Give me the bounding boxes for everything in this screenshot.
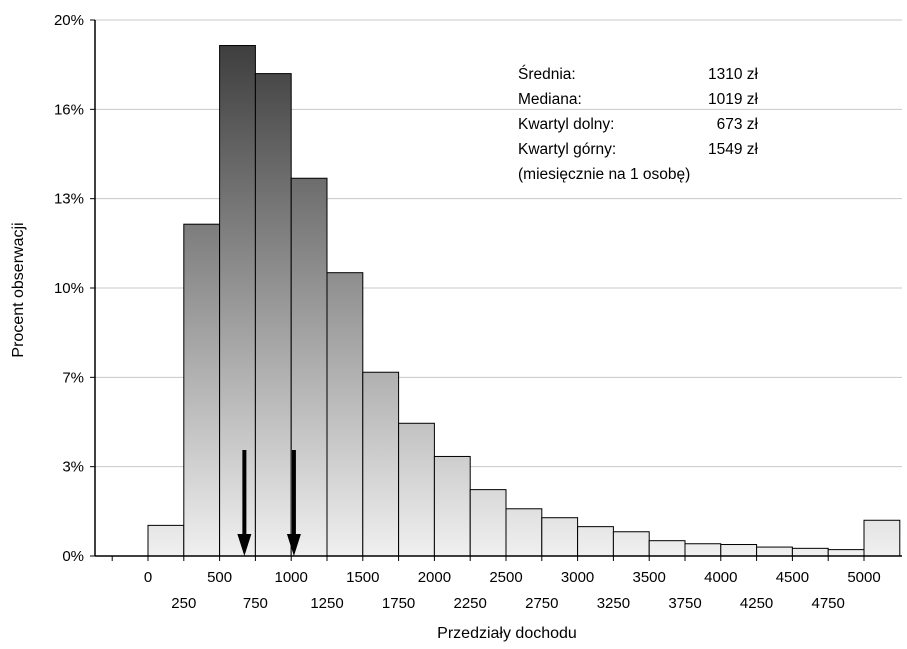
- x-tick-label: 2250: [454, 595, 487, 612]
- x-tick-label: 500: [207, 569, 232, 586]
- stat-label: Kwartyl górny:: [518, 141, 616, 158]
- x-tick-label: 4750: [812, 595, 845, 612]
- x-tick-label: 3500: [633, 569, 666, 586]
- arrow-head: [237, 534, 252, 556]
- quartile-markers: [237, 450, 301, 556]
- x-tick-label: 3250: [597, 595, 630, 612]
- x-tick-label: 4000: [704, 569, 737, 586]
- stat-label: Mediana:: [518, 91, 582, 108]
- histogram-bar: [469, 489, 507, 557]
- bars: [147, 45, 901, 557]
- histogram-bar: [433, 455, 471, 557]
- histogram-bar: [398, 422, 435, 557]
- x-tick-label: 0: [144, 569, 152, 586]
- histogram-bar: [577, 526, 614, 557]
- y-tick-label: 10%: [54, 280, 84, 297]
- arrow-head: [286, 534, 301, 556]
- x-tick-label: 1250: [310, 595, 343, 612]
- y-tick-label: 7%: [62, 369, 84, 386]
- x-tick-label: 250: [171, 595, 196, 612]
- histogram-bar: [326, 272, 364, 557]
- histogram-bar: [612, 531, 650, 557]
- stat-label: Średnia:: [518, 65, 576, 83]
- y-axis-ticks: 0% 3% 7% 10% 13% 16% 20%: [54, 12, 95, 565]
- histogram-bar: [648, 540, 686, 557]
- histogram-bar: [362, 371, 400, 557]
- stat-label: Kwartyl dolny:: [518, 116, 614, 133]
- histogram-bar: [720, 544, 758, 557]
- histogram-bar: [147, 524, 185, 557]
- x-tick-label: 750: [243, 595, 268, 612]
- histogram-bar: [756, 546, 793, 557]
- x-tick-label: 5000: [847, 569, 880, 586]
- y-tick-label: 16%: [54, 101, 84, 118]
- y-tick-label: 13%: [54, 191, 84, 208]
- stat-value: 1549 zł: [708, 141, 759, 158]
- x-axis-title: Przedziały dochodu: [437, 625, 577, 642]
- stat-value: 1019 zł: [708, 91, 759, 108]
- kwartyl-dolny-arrow: [237, 450, 252, 556]
- y-tick-label: 0%: [62, 548, 84, 565]
- histogram-bar: [541, 517, 579, 557]
- x-tick-label: 3000: [561, 569, 594, 586]
- histogram-bar: [827, 549, 865, 557]
- stat-note: (miesięcznie na 1 osobę): [518, 166, 690, 183]
- histogram-bar: [183, 223, 221, 557]
- x-tick-label: 4500: [776, 569, 809, 586]
- histogram-bar: [791, 547, 829, 557]
- x-tick-label: 2000: [418, 569, 451, 586]
- x-tick-label: 3750: [668, 595, 701, 612]
- x-tick-label: 1500: [346, 569, 379, 586]
- histogram-bar: [863, 519, 901, 557]
- x-tick-label: 2500: [489, 569, 522, 586]
- histogram-bar: [254, 73, 292, 557]
- y-axis-title: Procent obserwacji: [10, 222, 27, 357]
- x-tick-label: 1000: [275, 569, 308, 586]
- stat-value: 673 zł: [717, 116, 759, 133]
- histogram-bar: [290, 177, 328, 557]
- histogram-bar: [684, 543, 722, 557]
- y-tick-label: 3%: [62, 459, 84, 476]
- mediana-arrow: [286, 450, 301, 556]
- x-axis-ticks: 0 500 1000 1500 2000 2500 3000 3500 4000 4500 5000…: [111, 556, 881, 612]
- histogram-bar: [505, 508, 543, 557]
- histogram-bar: [219, 45, 256, 557]
- x-tick-label: 1750: [382, 595, 415, 612]
- stats-box: Średnia: 1310 zł Mediana: 1019 zł Kwartyl do…: [518, 65, 759, 183]
- x-tick-label: 4250: [740, 595, 773, 612]
- x-tick-label: 2750: [525, 595, 558, 612]
- y-tick-label: 20%: [54, 12, 84, 29]
- stat-value: 1310 zł: [708, 66, 759, 83]
